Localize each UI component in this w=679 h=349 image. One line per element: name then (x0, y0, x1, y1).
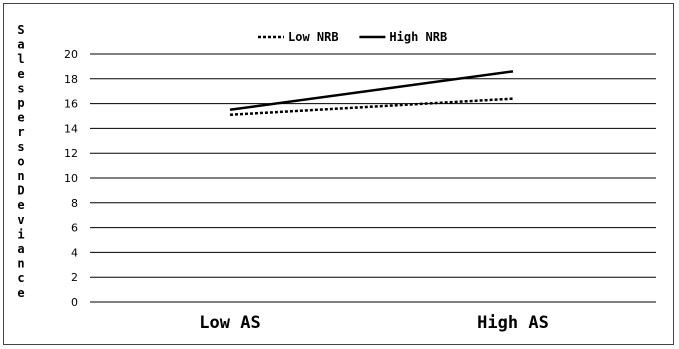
legend: Low NRB High NRB (258, 30, 447, 44)
y-axis-label-letter: a (17, 242, 24, 256)
y-tick-label: 8 (71, 197, 78, 210)
y-axis-label-letter: e (17, 67, 24, 81)
y-axis-label-letter: l (17, 52, 24, 66)
y-axis-label-letter: n (17, 169, 24, 183)
y-axis-label-letter: v (17, 213, 24, 227)
x-tick-label: Low AS (199, 313, 260, 333)
y-tick-label: 12 (64, 147, 78, 160)
y-tick-label: 14 (64, 122, 78, 135)
legend-label: Low NRB (288, 30, 339, 44)
y-axis-label-letter: s (17, 140, 24, 154)
x-tick-labels: Low AS High AS (199, 313, 549, 333)
y-tick-label: 20 (64, 48, 78, 61)
y-tick-labels: 0 2 4 6 8 10 12 14 16 18 20 (64, 48, 78, 309)
y-tick-label: 6 (71, 222, 78, 235)
y-tick-label: 16 (64, 98, 78, 111)
series-line-1 (229, 70, 514, 112)
y-axis-label-letter: S (17, 23, 24, 37)
legend-label: High NRB (389, 30, 447, 44)
y-axis-label-letter: p (17, 96, 24, 110)
chart-frame (3, 3, 674, 345)
y-tick-label: 0 (71, 296, 78, 309)
y-axis-label-letter: n (17, 257, 24, 271)
series-lines (229, 70, 514, 117)
series-line-0 (229, 97, 514, 117)
y-axis-label-letter: o (17, 154, 24, 168)
y-axis-label-letter: r (17, 125, 24, 139)
y-axis-label-letter: c (17, 271, 24, 285)
y-axis-label-letter: s (17, 81, 24, 95)
y-axis-label-letter: e (17, 198, 24, 212)
y-axis-label-letter: D (17, 184, 24, 198)
y-axis-label-letter: e (17, 111, 24, 125)
y-axis-label-letter: e (17, 286, 24, 300)
y-tick-label: 2 (71, 271, 78, 284)
y-tick-label: 10 (64, 172, 78, 185)
y-axis-label-letter: a (17, 38, 24, 52)
y-tick-label: 4 (71, 246, 78, 259)
y-axis-label-letter: i (17, 227, 24, 241)
x-tick-label: High AS (477, 313, 549, 333)
gridlines (90, 53, 656, 303)
y-tick-label: 18 (64, 73, 78, 86)
